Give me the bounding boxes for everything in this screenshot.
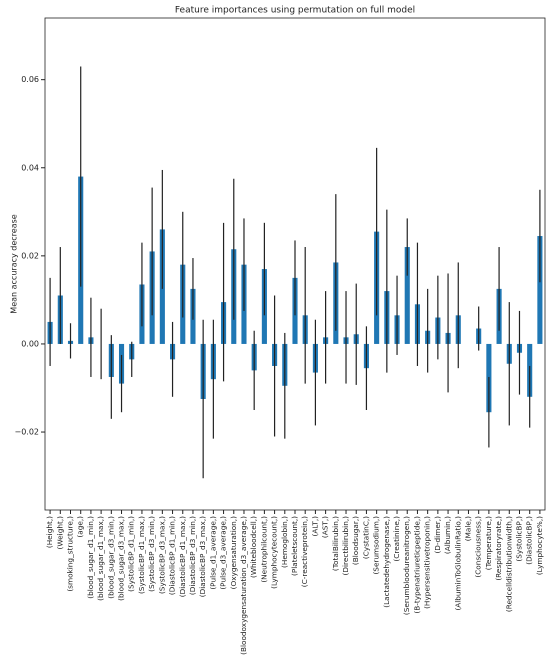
x-tick-label: (Hemoglobin,): [280, 516, 289, 568]
x-tick-label: (Serumsodium,): [372, 516, 381, 575]
y-tick-label: −0.02: [14, 428, 39, 437]
x-tick-label: (AlbuminToGlobulinRatio,): [453, 516, 462, 611]
y-tick-label: 0.02: [21, 251, 39, 260]
x-tick-label: (Height,): [45, 516, 54, 548]
x-tick-label: (DiastolicBP_d1_max,): [178, 516, 187, 597]
x-tick-label: (DiastolicBP,): [525, 516, 534, 565]
x-tick-label: (DiastolicBP_d3_min,): [188, 516, 197, 595]
bar: [404, 247, 410, 344]
x-tick-label: (Weight,): [55, 516, 64, 550]
x-tick-label: (blood_sugar_d3_min,): [106, 516, 115, 599]
x-tick-label: (Temperature,): [484, 516, 493, 570]
x-tick-label: (blood_sugar_d1_min,): [86, 516, 95, 599]
x-tick-label: (Bloodoxygensaturation_d3_average,): [239, 516, 248, 655]
x-tick-label: (smoking_structure,): [66, 516, 75, 592]
x-tick-label: (Directbilirubin,): [341, 516, 350, 576]
x-tick-label: (AST,): [321, 516, 330, 538]
x-tick-label: (Hypersensitivetroponin,): [423, 516, 432, 609]
x-tick-label: (Male,): [463, 516, 472, 541]
x-tick-label: (CystatinC,): [361, 516, 370, 559]
y-tick-label: 0.04: [21, 163, 39, 172]
x-tick-label: (age,): [76, 516, 85, 538]
x-tick-label: (Redcelldistributionwidth,): [504, 516, 513, 612]
x-tick-label: (Pulse_d1_average,): [208, 516, 217, 590]
x-tick-label: (Neutrophilcount,): [259, 516, 268, 583]
y-tick-label: 0.00: [21, 339, 39, 348]
x-tick-label: (SystolicBP_d1_max,): [137, 516, 146, 594]
x-tick-label: (B-typenatriureticpeptide,): [412, 516, 421, 614]
x-tick-label: (SystolicBP,): [514, 516, 523, 562]
x-tick-label: (SystolicBP_d1_min,): [127, 516, 136, 592]
y-tick-label: 0.06: [21, 75, 39, 84]
x-tick-label: (Lymphocytecount,): [270, 516, 279, 589]
x-tick-label: (D-dimer,): [433, 516, 442, 554]
x-tick-label: (DiastolicBP_d1_min,): [168, 516, 177, 595]
x-tick-label: (Respiratoryrate,): [494, 516, 503, 581]
x-tick-label: (Consciousness,): [474, 516, 483, 578]
x-tick-label: (DiastolicBP_d3_max,): [198, 516, 207, 597]
x-tick-label: (SystolicBP_d3_min,): [147, 516, 156, 592]
plot-frame: [44, 17, 546, 511]
x-tick-label: (Bloodsugar,): [351, 516, 360, 565]
chart-title: Feature importances using permutation on…: [175, 6, 415, 16]
x-tick-label: (Pulse_d3_average,): [219, 516, 228, 590]
y-axis-label: Mean accuracy decrease: [10, 214, 19, 313]
x-tick-label: (Whitebloodcell,): [249, 516, 258, 578]
x-tick-label: (SystolicBP_d3_max,): [157, 516, 166, 594]
x-tick-label: (Albumin,): [443, 516, 452, 554]
x-tick-label: (blood_sugar_d1_max,): [96, 516, 105, 601]
x-tick-label: (ALT,): [310, 516, 319, 537]
x-tick-label: (C-reactiveprotein,): [300, 516, 309, 587]
x-tick-label: (Lactatedehydrogenase,): [382, 516, 391, 608]
x-tick-label: (blood_sugar_d3_max,): [117, 516, 126, 601]
x-tick-label: (Creatinine,): [392, 516, 401, 562]
x-tick-label: (Plateletscount,): [290, 516, 299, 576]
x-tick-label: (Lymphocyte%,): [535, 516, 544, 575]
bar: [537, 236, 543, 344]
x-tick-label: (TotalBilirubin,): [331, 516, 340, 571]
x-tick-label: (Serumbloodureanitrogen,): [402, 516, 411, 615]
x-tick-label: (Oxygensaturation,): [229, 516, 238, 589]
